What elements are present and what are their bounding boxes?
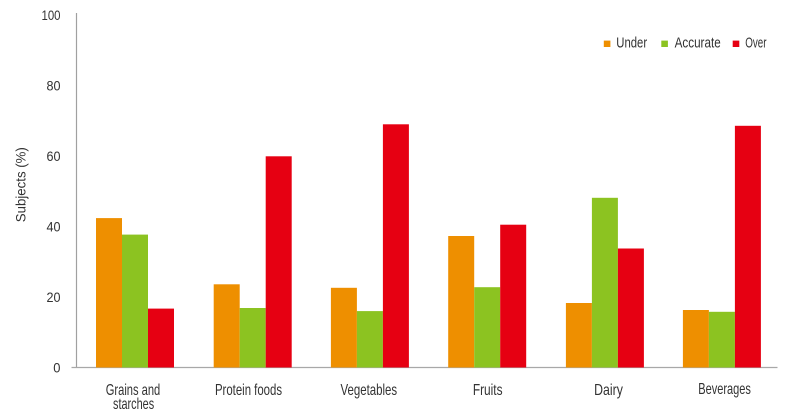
svg-text:100: 100	[42, 7, 61, 23]
svg-text:Subjects (%): Subjects (%)	[12, 147, 28, 222]
svg-text:Protein foods: Protein foods	[215, 382, 282, 399]
svg-text:Grains and: Grains and	[106, 382, 161, 399]
svg-text:40: 40	[47, 218, 61, 234]
svg-text:80: 80	[47, 77, 61, 93]
svg-text:Vegetables: Vegetables	[340, 382, 397, 399]
svg-text:60: 60	[47, 148, 61, 164]
svg-text:Under: Under	[616, 36, 647, 52]
svg-text:Dairy: Dairy	[594, 382, 623, 399]
svg-text:Fruits: Fruits	[473, 382, 503, 399]
svg-text:0: 0	[53, 359, 60, 375]
svg-text:Beverages: Beverages	[698, 381, 751, 398]
svg-text:starches: starches	[113, 396, 154, 413]
svg-text:Over: Over	[745, 36, 766, 52]
svg-text:20: 20	[47, 289, 61, 305]
svg-text:Accurate: Accurate	[675, 36, 721, 52]
